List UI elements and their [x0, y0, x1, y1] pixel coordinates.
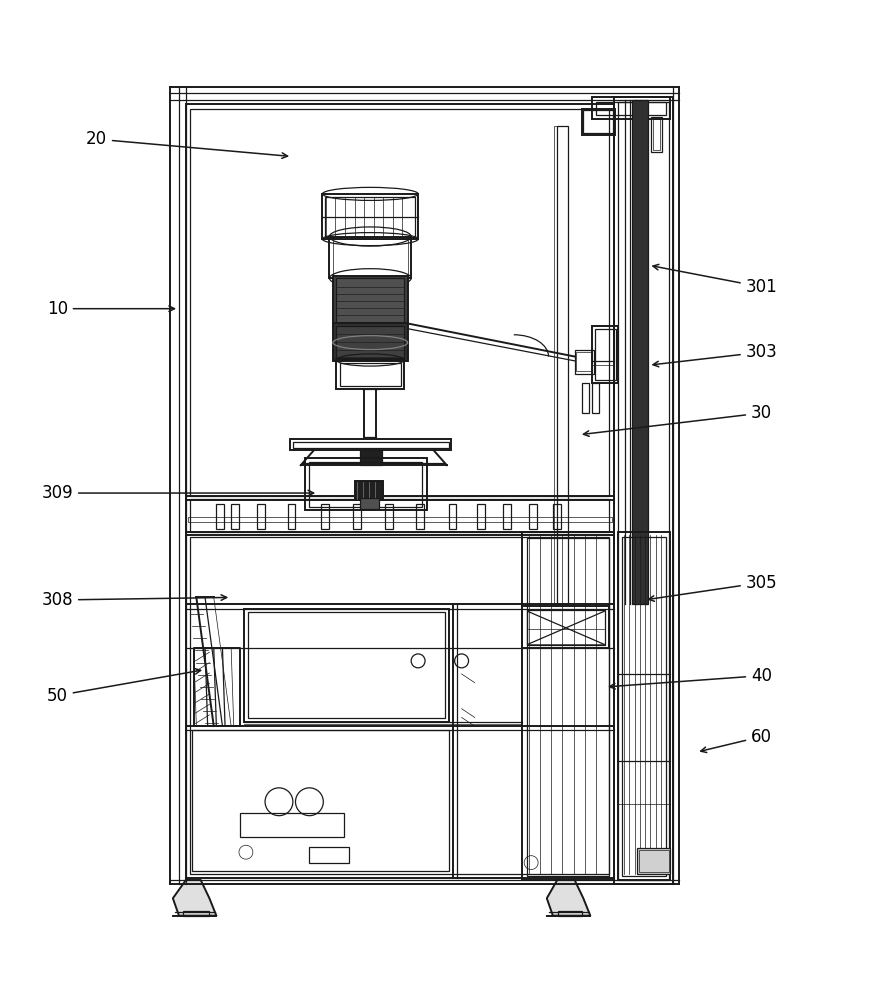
Bar — [592, 97, 671, 119]
Bar — [325, 197, 415, 237]
Text: 60: 60 — [701, 728, 772, 753]
Bar — [553, 504, 561, 529]
Polygon shape — [547, 880, 591, 916]
Bar — [557, 126, 568, 604]
Bar — [360, 450, 381, 465]
Bar — [554, 126, 557, 604]
Bar — [216, 504, 224, 529]
Bar — [558, 911, 583, 916]
Bar — [340, 363, 401, 386]
Bar — [652, 117, 662, 152]
Bar — [614, 97, 673, 884]
Bar — [247, 612, 445, 718]
Bar — [353, 504, 361, 529]
Bar — [192, 730, 449, 871]
Bar — [584, 110, 613, 133]
Bar — [309, 847, 348, 863]
Text: 20: 20 — [85, 130, 287, 158]
Bar — [257, 504, 265, 529]
Bar — [309, 462, 422, 507]
Bar — [187, 517, 612, 522]
Bar — [592, 383, 599, 413]
Bar — [190, 537, 610, 874]
Bar — [503, 504, 511, 529]
Bar — [530, 504, 537, 529]
Bar — [290, 439, 451, 450]
Bar — [527, 538, 610, 876]
Bar — [336, 278, 404, 323]
Bar — [244, 609, 449, 722]
Bar — [523, 532, 614, 880]
Polygon shape — [172, 880, 216, 916]
Text: 50: 50 — [47, 669, 200, 705]
Text: 30: 30 — [584, 404, 773, 436]
Bar — [322, 194, 418, 239]
Text: 309: 309 — [42, 484, 314, 502]
Bar — [333, 323, 408, 361]
Bar — [333, 239, 408, 276]
Bar — [582, 109, 615, 135]
Bar — [575, 350, 594, 374]
Bar — [595, 329, 616, 380]
Bar — [336, 360, 404, 389]
Bar — [638, 848, 671, 874]
Bar — [336, 326, 404, 358]
Bar — [293, 442, 449, 448]
Bar — [287, 504, 295, 529]
Bar — [582, 383, 589, 413]
Bar — [449, 504, 456, 529]
Bar — [305, 458, 427, 510]
Text: 10: 10 — [47, 300, 174, 318]
Bar — [183, 911, 209, 916]
Text: 303: 303 — [653, 343, 778, 367]
Bar — [623, 537, 666, 876]
Bar — [618, 102, 669, 880]
Bar — [477, 504, 485, 529]
Bar — [653, 119, 660, 150]
Bar — [597, 102, 666, 115]
Bar — [385, 504, 393, 529]
Bar — [321, 504, 328, 529]
Bar — [639, 850, 669, 872]
Text: 40: 40 — [610, 667, 772, 689]
Bar — [190, 499, 610, 532]
Text: 308: 308 — [42, 591, 226, 609]
Bar — [240, 813, 344, 837]
Bar — [190, 109, 610, 496]
Bar — [360, 498, 379, 509]
Bar — [592, 326, 618, 383]
Bar — [329, 237, 411, 278]
Bar — [186, 532, 614, 878]
Bar — [632, 100, 648, 604]
Text: 305: 305 — [649, 574, 778, 601]
Bar — [577, 352, 592, 371]
Bar — [333, 276, 408, 326]
Bar — [231, 504, 239, 529]
Bar — [618, 532, 671, 880]
Bar — [186, 496, 614, 535]
Bar — [355, 481, 383, 500]
Text: 301: 301 — [653, 264, 778, 296]
Bar — [416, 504, 424, 529]
Bar — [527, 610, 605, 645]
Bar — [186, 104, 614, 500]
Bar — [523, 606, 610, 648]
